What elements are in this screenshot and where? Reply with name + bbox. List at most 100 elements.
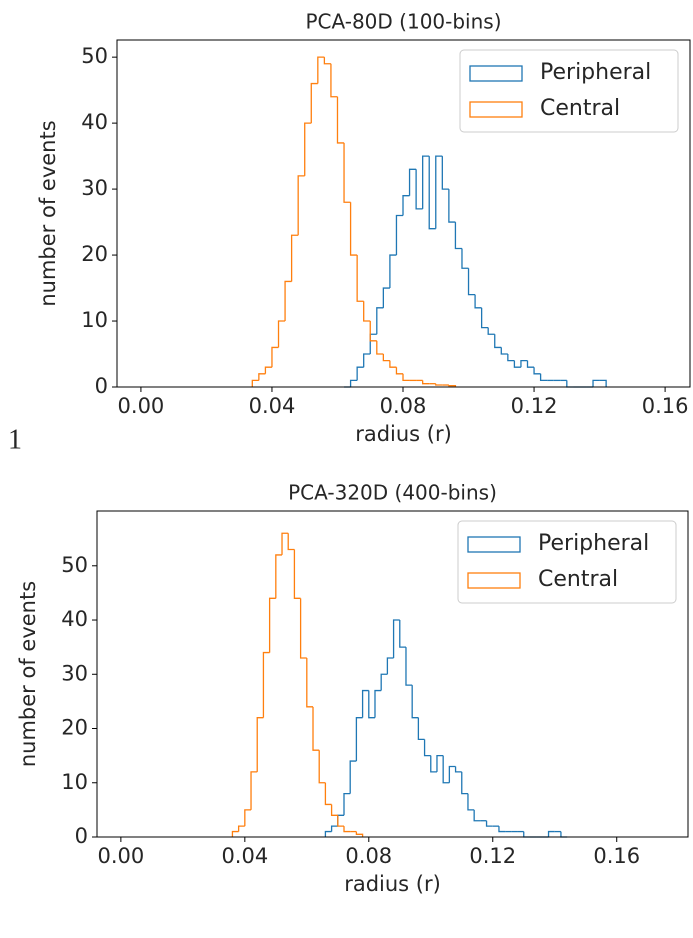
chart-title: PCA-320D (400-bins) (288, 481, 497, 505)
histogram-bin (317, 56, 325, 84)
y-tick-label: 30 (61, 661, 88, 685)
histogram-bin (487, 327, 495, 335)
histogram-bin (284, 280, 292, 322)
histogram-bin (448, 385, 457, 387)
histogram-bin (467, 793, 475, 811)
histogram-bin (442, 755, 450, 784)
y-tick-label: 20 (61, 716, 88, 740)
x-tick-label: 0.04 (249, 394, 296, 418)
chart-title: PCA-80D (100-bins) (305, 10, 501, 34)
histogram-bin (473, 809, 481, 822)
x-tick-label: 0.12 (469, 844, 516, 868)
x-tick-label: 0.00 (118, 394, 165, 418)
histogram-bin (461, 771, 468, 795)
x-tick-label: 0.12 (511, 394, 558, 418)
histogram-bin (330, 825, 338, 832)
x-tick-label: 0.16 (642, 394, 689, 418)
histogram-bin (268, 597, 276, 653)
histogram-bin (386, 657, 394, 675)
histogram-bin (513, 360, 521, 368)
histogram-bin (271, 346, 279, 368)
y-tick-label: 40 (61, 607, 88, 631)
y-tick-label: 10 (81, 308, 108, 332)
histogram-bin (376, 307, 384, 335)
y-tick-label: 0 (75, 824, 88, 848)
histogram-bin (277, 320, 286, 348)
histogram-bin (520, 359, 528, 368)
y-tick-label: 40 (81, 110, 108, 134)
histogram-bin (355, 717, 363, 762)
y-tick-label: 20 (81, 242, 108, 266)
histogram-bin (392, 619, 400, 658)
histogram-bin (430, 755, 437, 773)
legend-swatch (467, 572, 521, 589)
legend-swatch (469, 65, 523, 82)
histogram-bin (389, 254, 397, 289)
histogram-bin (264, 366, 272, 374)
histogram-bin (474, 294, 482, 309)
histogram-bin (369, 321, 377, 342)
histogram-bin (330, 804, 338, 816)
histogram-bin (363, 301, 371, 322)
histogram-bin (395, 214, 404, 256)
y-tick-label: 30 (81, 176, 108, 200)
y-tick-label: 10 (61, 770, 88, 794)
histogram-bin (422, 380, 430, 385)
histogram-bin (566, 380, 574, 388)
histogram-bin (507, 354, 515, 362)
x-tick-label: 0.08 (380, 394, 427, 418)
x-axis-label: radius (r) (355, 422, 452, 446)
histogram-bin (310, 82, 318, 124)
histogram-bin (500, 347, 508, 355)
x-tick-label: 0.04 (221, 844, 268, 868)
histogram-bin (402, 195, 410, 216)
histogram-bin (376, 340, 384, 355)
x-tick-label: 0.08 (345, 844, 392, 868)
histogram-bin (423, 739, 431, 757)
histogram-bin (417, 717, 425, 741)
histogram-bin (275, 554, 283, 599)
histogram-bin (231, 830, 239, 837)
histogram-bin (405, 647, 413, 686)
histogram-bin (237, 825, 245, 832)
histogram-bin (533, 367, 541, 375)
histogram-bin (349, 379, 358, 387)
histogram-bin (435, 155, 443, 229)
histogram-bin (356, 366, 364, 381)
histogram-bin (599, 379, 607, 387)
legend-label: Central (538, 567, 618, 592)
histogram-bin (523, 831, 530, 838)
legend-swatch (469, 101, 523, 118)
legend-box (459, 49, 679, 133)
legend-box (457, 520, 677, 604)
histogram-bin (395, 367, 404, 375)
histogram-bin (337, 815, 344, 827)
histogram-bin (306, 657, 314, 708)
histogram-bin (408, 168, 417, 196)
x-tick-label: 0.00 (97, 844, 144, 868)
legend-label: Peripheral (540, 60, 651, 85)
histogram-bin (547, 830, 555, 837)
histogram-bin (355, 831, 364, 837)
histogram-bin (324, 830, 332, 837)
histogram-bin (304, 122, 312, 176)
histogram-bin (389, 360, 397, 368)
histogram-bin (369, 333, 377, 355)
histogram-bin (454, 222, 462, 250)
histogram-bin (343, 142, 351, 203)
y-tick-label: 50 (81, 44, 108, 68)
histogram-bin (526, 360, 535, 368)
legend-swatch (467, 536, 521, 553)
histogram-bin (382, 287, 390, 308)
histogram-bin (415, 169, 423, 210)
histogram-bin (330, 63, 338, 98)
histogram-bin (349, 202, 358, 256)
histogram-bin (368, 690, 375, 719)
histogram-bin (281, 532, 289, 555)
histogram-bin (436, 754, 444, 772)
legend-label: Central (540, 96, 620, 121)
histogram-bin (382, 354, 390, 362)
histogram-bin (312, 706, 320, 751)
histogram-bin (262, 651, 270, 718)
